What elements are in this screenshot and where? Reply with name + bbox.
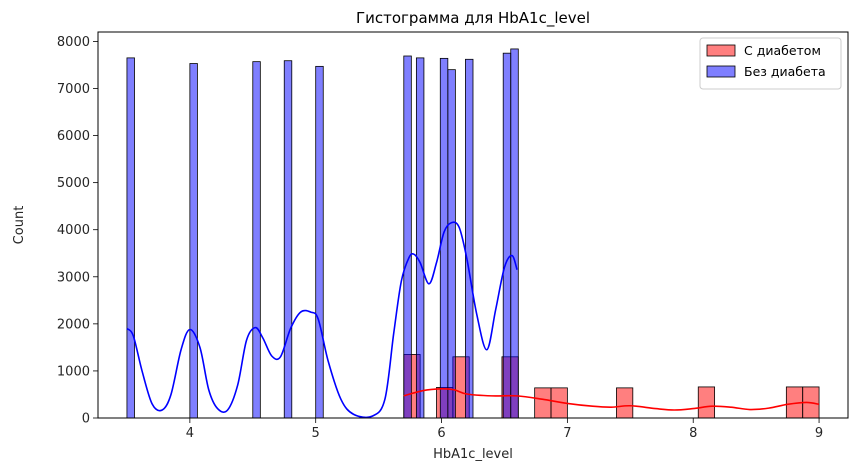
bar-no-diabetes-7 bbox=[439, 57, 449, 419]
x-tick-label-4: 8 bbox=[689, 426, 697, 441]
bar-no-diabetes-4 bbox=[315, 65, 324, 419]
bar-no-diabetes-8 bbox=[447, 69, 456, 419]
x-tick-label-5: 9 bbox=[815, 426, 823, 441]
bar-no-diabetes-6 bbox=[415, 57, 425, 419]
bar-diabetes-6 bbox=[616, 387, 634, 419]
bar-no-diabetes-5 bbox=[403, 55, 412, 419]
bar-no-diabetes-0 bbox=[126, 57, 135, 419]
y-tick-label-0: 0 bbox=[82, 412, 90, 427]
plot-area bbox=[97, 31, 849, 419]
y-tick-label-7: 7000 bbox=[57, 82, 90, 97]
kde-line-diabetes bbox=[403, 387, 820, 411]
x-axis-label: HbA1c_level bbox=[433, 447, 513, 462]
y-axis: 0 1000 2000 3000 4000 5000 6000 7000 8000 bbox=[57, 35, 98, 427]
legend-swatch-diabetes bbox=[706, 44, 736, 57]
y-tick-label-8: 8000 bbox=[57, 35, 90, 50]
kde-layer bbox=[126, 221, 820, 419]
bar-diabetes-4 bbox=[534, 387, 552, 419]
bar-no-diabetes-9 bbox=[465, 58, 474, 419]
x-tick-label-3: 7 bbox=[563, 426, 571, 441]
x-tick-label-0: 4 bbox=[186, 426, 194, 441]
y-tick-label-1: 1000 bbox=[57, 364, 90, 379]
y-tick-label-6: 6000 bbox=[57, 129, 90, 144]
bar-no-diabetes-10 bbox=[502, 52, 512, 419]
legend-label-no-diabetes: Без диабета bbox=[744, 64, 826, 79]
chart-title: Гистограмма для HbA1c_level bbox=[356, 9, 590, 28]
bar-diabetes-7 bbox=[697, 386, 716, 419]
plot-frame bbox=[97, 31, 849, 419]
y-axis-label: Count bbox=[12, 206, 27, 245]
bar-no-diabetes-3 bbox=[283, 60, 293, 419]
bar-no-diabetes-2 bbox=[252, 61, 261, 419]
legend-label-diabetes: С диабетом bbox=[744, 43, 821, 58]
y-tick-label-3: 3000 bbox=[57, 270, 90, 285]
y-tick-label-5: 5000 bbox=[57, 176, 90, 191]
bar-no-diabetes-1 bbox=[189, 63, 198, 419]
legend: С диабетом Без диабета bbox=[699, 37, 842, 90]
bar-no-diabetes-11 bbox=[510, 48, 519, 419]
x-tick-label-1: 5 bbox=[312, 426, 320, 441]
x-axis: 4 5 6 7 8 9 bbox=[186, 418, 823, 441]
legend-swatch-no-diabetes bbox=[706, 65, 736, 78]
y-tick-label-4: 4000 bbox=[57, 223, 90, 238]
kde-line-no-diabetes bbox=[126, 221, 518, 419]
y-tick-label-2: 2000 bbox=[57, 317, 90, 332]
x-tick-label-2: 6 bbox=[437, 426, 445, 441]
